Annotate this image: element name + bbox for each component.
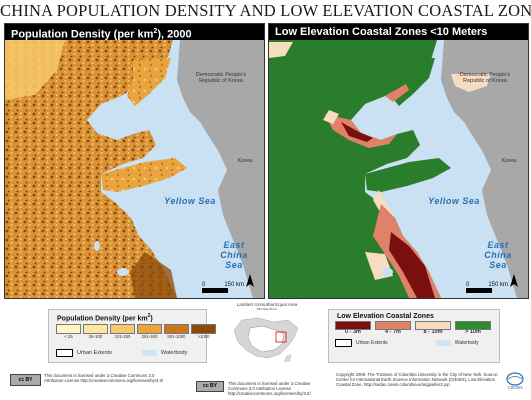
elevation-zone-map: Low Elevation Coastal Zones <10 Meters D…	[268, 23, 529, 299]
elevation-map-header: Low Elevation Coastal Zones <10 Meters	[269, 24, 528, 40]
elevation-legend-labels: 0 - 3m 4 - 7m 8 - 10m > 10m	[335, 329, 491, 335]
elevation-legend-swatches	[335, 321, 491, 330]
population-swatch-1	[83, 324, 108, 334]
north-arrow-icon	[510, 274, 518, 287]
population-swatch-label-0: < 25	[64, 334, 73, 339]
dprk-label: Democratic People's Republic of Korea	[195, 72, 247, 84]
east-china-sea-label: East China Sea	[220, 240, 248, 270]
elevation-swatch-label-0: 0 - 3m	[345, 329, 361, 335]
elevation-legend-extra: Urban Extents Waterbody	[335, 339, 479, 347]
center-license-text: This document is licensed under a Creati…	[228, 381, 311, 396]
korea-label: Korea	[237, 158, 253, 164]
population-legend: Population Density (per km2) < 25 26-100 1…	[48, 309, 216, 363]
population-density-map: Population Density (per km2), 2000	[4, 23, 265, 299]
elevation-swatch-label-3: > 10m	[465, 329, 481, 335]
elevation-swatch-2	[415, 321, 451, 330]
population-legend-title: Population Density (per km2)	[57, 313, 153, 323]
waterbody-label: Waterbody	[454, 340, 479, 346]
population-swatch-label-4: 501-1000	[167, 334, 186, 339]
elevation-swatch-1	[375, 321, 411, 330]
population-map-canvas	[5, 40, 264, 298]
ciesin-logo: CIESIN	[506, 372, 524, 390]
elevation-swatch-label-2: 8 - 10m	[423, 329, 443, 335]
population-map-header: Population Density (per km2), 2000	[5, 24, 264, 41]
population-swatch-label-3: 251-500	[141, 334, 158, 339]
population-swatch-5	[191, 324, 216, 334]
elevation-swatch-3	[455, 321, 491, 330]
waterbody-swatch	[141, 350, 157, 356]
dprk-label: Democratic People's Republic of Korea	[459, 72, 511, 84]
urban-extent-label: Urban Extents	[356, 340, 388, 346]
population-swatch-0	[56, 324, 81, 334]
population-swatch-3	[137, 324, 162, 334]
population-legend-swatches	[56, 324, 216, 334]
urban-extent-swatch	[335, 339, 352, 347]
scale-bar: 0 150 km	[466, 282, 508, 293]
waterbody-swatch	[435, 340, 451, 346]
yellow-sea-label: Yellow Sea	[164, 196, 216, 206]
logo-text: CIESIN	[507, 385, 522, 390]
population-swatch-label-5: >1000	[197, 334, 210, 339]
urban-extent-label: Urban Extents	[77, 350, 112, 356]
locator-inset-map	[228, 310, 306, 366]
north-arrow-icon	[246, 274, 254, 287]
cc-license-badge: cc BY	[196, 381, 224, 392]
projection-label: Lambert Azimuthal Equal Area Projection	[236, 302, 298, 312]
cc-license-badge: cc BY	[10, 374, 41, 386]
map-title: CHINA POPULATION DENSITY AND LOW ELEVATI…	[0, 1, 531, 20]
elevation-legend-title: Low Elevation Coastal Zones	[337, 313, 434, 320]
korea-label: Korea	[501, 158, 517, 164]
population-legend-extra: Urban Extents Waterbody	[56, 349, 187, 357]
scale-bar: 0 150 km	[202, 282, 244, 293]
population-swatch-label-2: 101-250	[114, 334, 131, 339]
waterbody-label: Waterbody	[160, 350, 188, 356]
population-swatch-label-1: 26-100	[88, 334, 103, 339]
elevation-legend: Low Elevation Coastal Zones 0 - 3m 4 - 7m…	[328, 309, 500, 363]
urban-extent-swatch	[56, 349, 73, 357]
elevation-map-canvas	[269, 40, 528, 298]
east-china-sea-label: East China Sea	[484, 240, 512, 270]
population-legend-labels: < 25 26-100 101-250 251-500 501-1000 >1000	[56, 334, 216, 339]
left-license-text: This document is licensed under a Creati…	[44, 373, 164, 383]
population-swatch-2	[110, 324, 135, 334]
elevation-swatch-label-1: 4 - 7m	[385, 329, 401, 335]
copyright-text: Copyright 2009. The Trustees of Columbia…	[336, 372, 499, 387]
yellow-sea-label: Yellow Sea	[428, 196, 480, 206]
elevation-swatch-0	[335, 321, 371, 330]
population-swatch-4	[164, 324, 189, 334]
